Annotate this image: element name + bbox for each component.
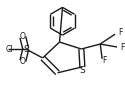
Text: S: S [23,45,29,53]
Text: F: F [118,28,122,37]
Text: F: F [102,56,106,65]
Text: O: O [20,32,26,41]
Text: S: S [80,66,85,75]
Text: F: F [120,42,124,51]
Text: O: O [20,57,26,66]
Text: Cl: Cl [6,45,14,53]
